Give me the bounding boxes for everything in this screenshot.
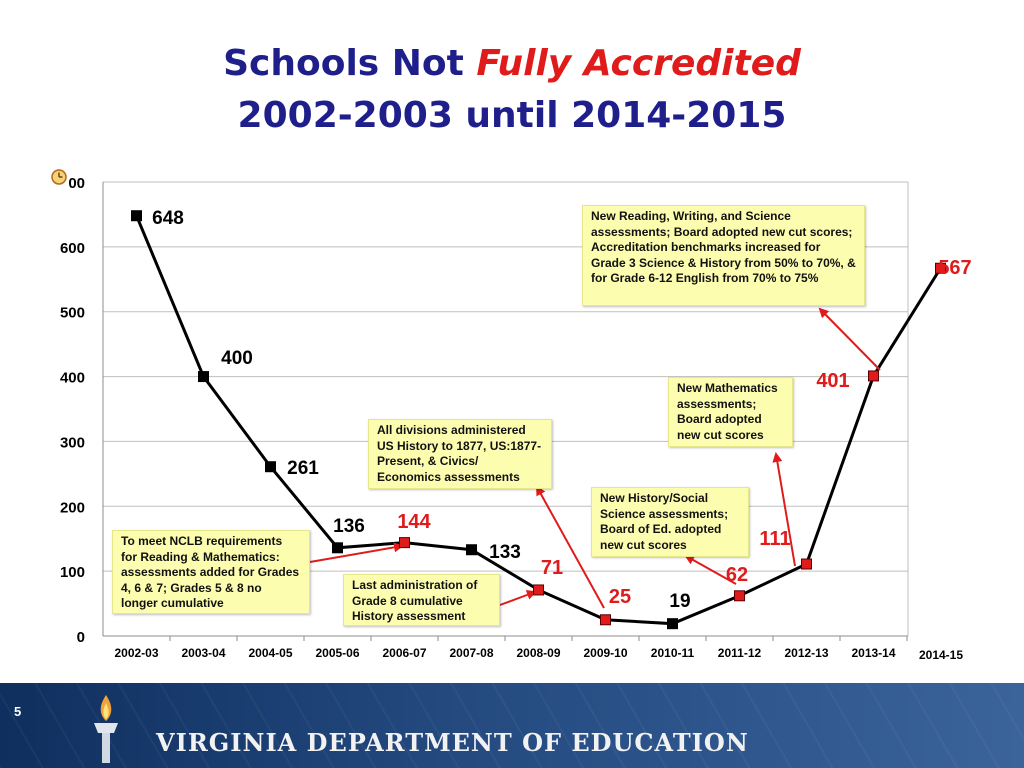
- data-label: 25: [609, 586, 631, 608]
- x-tick-label: 2006-07: [382, 646, 426, 660]
- data-point: [399, 537, 410, 549]
- title-emphasis: Fully Accredited: [476, 43, 801, 84]
- annotation-arrow: [772, 452, 796, 567]
- data-point: [332, 542, 343, 554]
- y-tick-label: 200: [60, 499, 85, 516]
- data-point: [198, 371, 209, 383]
- footer-banner: [0, 683, 1024, 768]
- torch-icon: [94, 695, 118, 763]
- x-tick-label: 2009-10: [583, 646, 627, 660]
- y-tick-label: 400: [60, 370, 85, 387]
- note-history-assessments: All divisions administered US History to…: [368, 419, 552, 489]
- y-tick-label: 600: [60, 240, 85, 257]
- data-label: 111: [759, 528, 790, 550]
- x-tick-label: 2002-03: [114, 646, 158, 660]
- data-label: 62: [726, 564, 748, 586]
- title-line-2: 2002-2003 until 2014-2015: [237, 95, 787, 136]
- x-tick-label: 2013-14: [851, 646, 895, 660]
- data-label: 19: [669, 591, 690, 612]
- data-point: [466, 544, 477, 556]
- x-tick-label: 2003-04: [181, 646, 225, 660]
- annotation-arrow: [499, 590, 537, 606]
- data-point: [935, 262, 946, 274]
- data-label: 261: [287, 458, 319, 479]
- clock-icon: [51, 169, 67, 185]
- data-label: 144: [397, 511, 431, 533]
- footer-pattern: [0, 683, 1024, 768]
- x-tick-label: 2010-11: [651, 646, 695, 660]
- y-tick-label: 500: [60, 305, 85, 322]
- data-label: 567: [938, 257, 971, 279]
- x-tick-label: 2007-08: [449, 646, 493, 660]
- slide-title: Schools Not Fully Accredited 2002-2003 u…: [0, 38, 1024, 142]
- x-tick-label: 2014-15: [919, 648, 963, 662]
- data-point: [868, 370, 879, 382]
- note-new-history: New History/Social Science assessments; …: [591, 487, 749, 557]
- y-tick-label: 100: [60, 564, 85, 581]
- slide-number: 5: [14, 704, 22, 719]
- y-tick-label: 0: [77, 629, 85, 646]
- x-tick-label: 2011-12: [718, 646, 762, 660]
- data-label: 400: [221, 348, 253, 369]
- data-point: [667, 618, 678, 630]
- organization-name: VIRGINIA DEPARTMENT OF EDUCATION: [156, 728, 749, 757]
- data-point: [734, 590, 745, 602]
- data-point: [533, 584, 544, 596]
- y-tick-label: 00: [68, 175, 85, 192]
- x-tick-label: 2012-13: [784, 646, 828, 660]
- data-label: 133: [489, 542, 521, 563]
- title-line-1: Schools Not Fully Accredited: [0, 38, 1024, 90]
- y-tick-label: 300: [60, 434, 85, 451]
- x-tick-label: 2005-06: [315, 646, 359, 660]
- data-label: 71: [541, 557, 563, 579]
- annotation-arrow: [684, 555, 737, 585]
- note-nclb: To meet NCLB requirements for Reading & …: [112, 530, 310, 614]
- data-label: 136: [333, 516, 365, 537]
- note-new-reading: New Reading, Writing, and Science assess…: [582, 205, 865, 306]
- annotation-arrow: [309, 542, 404, 563]
- annotation-arrow: [536, 485, 605, 609]
- data-label: 401: [816, 370, 849, 392]
- data-point: [801, 558, 812, 570]
- data-point: [600, 614, 611, 626]
- note-new-math: New Mathematics assessments; Board adopt…: [668, 377, 793, 447]
- annotation-arrow: [818, 307, 881, 371]
- x-tick-label: 2004-05: [248, 646, 292, 660]
- note-grade8-history: Last administration of Grade 8 cumulativ…: [343, 574, 500, 626]
- title-plain: Schools Not: [223, 43, 477, 84]
- data-label: 648: [152, 208, 184, 229]
- data-point: [131, 210, 142, 222]
- x-tick-label: 2008-09: [516, 646, 560, 660]
- data-point: [265, 461, 276, 473]
